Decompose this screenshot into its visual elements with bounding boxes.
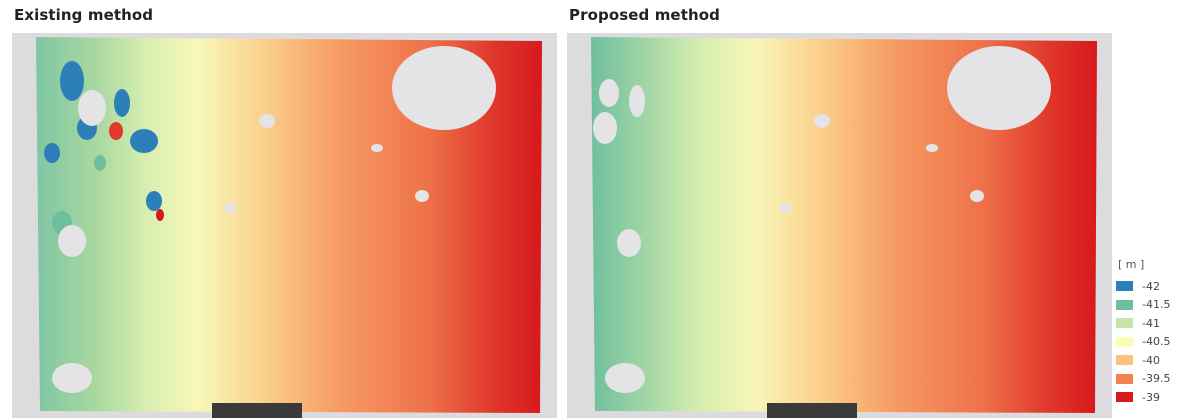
legend-label: -40 <box>1142 353 1160 367</box>
legend-item: -39.5 <box>1116 370 1196 389</box>
legend-swatch <box>1116 299 1133 310</box>
legend-item: -42 <box>1116 277 1196 296</box>
legend-item: -40 <box>1116 351 1196 370</box>
elevation-raster <box>591 37 1097 413</box>
masked-regions <box>52 46 496 393</box>
existing-method-title: Existing method <box>14 6 154 24</box>
legend-swatch <box>1116 392 1133 403</box>
proposed-method-title: Proposed method <box>569 6 720 24</box>
legend-item: -39 <box>1116 388 1196 407</box>
legend-label: -39 <box>1142 390 1160 404</box>
legend-swatch <box>1116 336 1133 347</box>
masked-regions <box>593 46 1051 393</box>
legend-swatch <box>1116 318 1133 329</box>
legend-label: -41 <box>1142 316 1160 330</box>
proposed-method-map <box>567 33 1112 418</box>
legend-unit: [ m ] <box>1118 258 1145 271</box>
legend-item: -41 <box>1116 314 1196 333</box>
legend-label: -39.5 <box>1142 372 1171 386</box>
legend-label: -42 <box>1142 279 1160 293</box>
legend-swatch <box>1116 355 1133 366</box>
elevation-raster <box>36 37 542 413</box>
legend-item: -40.5 <box>1116 333 1196 352</box>
legend-label: -41.5 <box>1142 298 1171 312</box>
existing-method-map <box>12 33 557 418</box>
legend-swatch <box>1116 281 1133 292</box>
artifact-patches <box>44 61 164 235</box>
legend-swatch <box>1116 373 1133 384</box>
legend-label: -40.5 <box>1142 335 1171 349</box>
elevation-legend: [ m ] -42 -41.5 -41 -40.5 -40 -39.5 -39 <box>1116 258 1196 407</box>
legend-item: -41.5 <box>1116 296 1196 315</box>
